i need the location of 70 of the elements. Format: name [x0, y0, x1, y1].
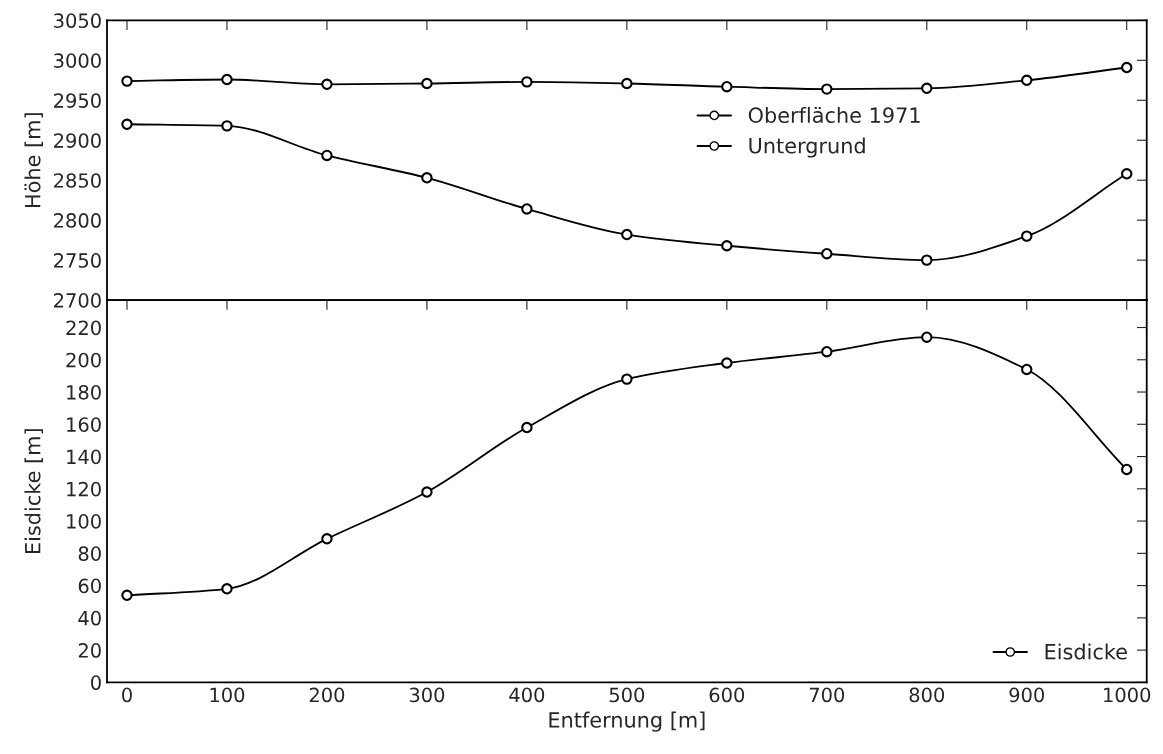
y-tick-label: 2800	[54, 213, 101, 228]
point	[1121, 61, 1133, 74]
point	[1021, 363, 1033, 376]
y-tick-label: 2950	[54, 93, 101, 108]
point	[521, 76, 533, 88]
point	[721, 81, 733, 93]
y-tick-label: 180	[67, 384, 101, 400]
x-tick-label: 300	[409, 687, 445, 703]
x-tick-label: 500	[609, 687, 645, 703]
point	[621, 228, 633, 241]
x-axis-title: Entfernung [m]	[549, 711, 705, 732]
point	[821, 83, 833, 95]
legend-label: Untergrund	[749, 137, 865, 158]
x-tick-label: 700	[809, 687, 845, 703]
x-tick-label: 100	[210, 687, 245, 703]
point	[321, 149, 333, 162]
point	[121, 118, 133, 130]
point	[421, 486, 433, 498]
y-tick-label: 2850	[54, 173, 101, 188]
y-tick-label: 80	[78, 546, 101, 561]
point	[421, 172, 433, 184]
point	[1121, 463, 1133, 476]
point	[521, 421, 533, 434]
y-tick-label: 220	[66, 320, 101, 336]
y-axis-title: Eisdicke [m]	[24, 429, 44, 553]
point	[821, 346, 833, 358]
point	[321, 533, 333, 545]
x-tick-label: 1000	[1104, 687, 1151, 703]
legend-label: Oberfläche 1971	[748, 106, 920, 124]
point	[621, 77, 633, 90]
point	[421, 77, 433, 90]
legend-label: Eisdicke	[1045, 643, 1127, 660]
point	[721, 357, 733, 369]
point	[821, 248, 833, 260]
x-tick-label: 200	[309, 687, 345, 703]
point	[221, 73, 233, 86]
y-tick-label: 2900	[54, 133, 101, 148]
y-tick-label: 200	[66, 352, 101, 368]
y-axis-title: Höhe [m]	[24, 113, 44, 207]
y-tick-label: 2700	[54, 293, 101, 308]
y-tick-label: 140	[67, 449, 101, 465]
y-tick-label: 40	[78, 610, 101, 626]
point	[321, 78, 333, 90]
y-tick-label: 120	[67, 481, 101, 497]
point	[1121, 168, 1133, 180]
point	[121, 589, 133, 601]
y-tick-label: 160	[67, 417, 101, 432]
y-tick-label: 3050	[54, 13, 101, 29]
point	[121, 75, 133, 87]
point	[221, 120, 233, 132]
x-tick-label: 800	[909, 687, 945, 703]
point	[1021, 74, 1033, 86]
x-tick-label: 400	[509, 687, 545, 703]
y-tick-label: 60	[78, 578, 101, 594]
y-tick-label: 0	[91, 675, 101, 691]
y-tick-label: 20	[78, 643, 101, 658]
y-tick-label: 2750	[54, 253, 101, 268]
y-tick-label: 3000	[54, 53, 101, 68]
y-tick-label: 100	[67, 514, 101, 529]
point	[921, 331, 933, 343]
x-tick-label: 0	[122, 687, 132, 703]
point	[1021, 230, 1033, 242]
x-tick-label: 600	[709, 687, 745, 703]
point	[621, 373, 633, 385]
point	[721, 240, 733, 252]
point	[221, 583, 233, 595]
point	[921, 254, 933, 266]
x-tick-label: 900	[1009, 687, 1045, 703]
point	[921, 82, 933, 94]
point	[521, 203, 533, 215]
